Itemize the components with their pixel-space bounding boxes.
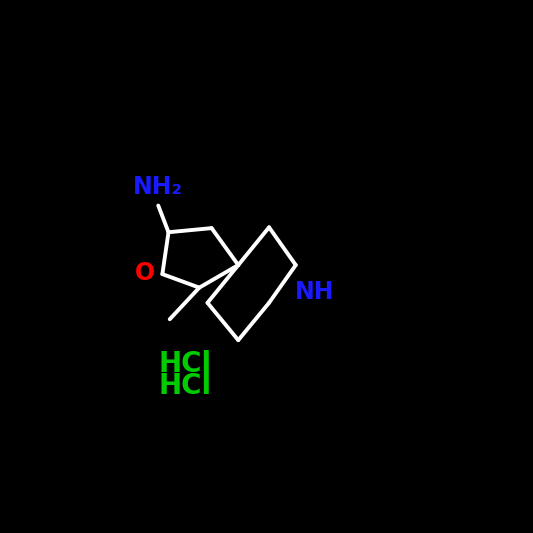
Text: HCl: HCl — [158, 350, 212, 377]
Text: HCl: HCl — [158, 372, 212, 400]
Text: NH₂: NH₂ — [133, 175, 182, 199]
Text: NH: NH — [294, 280, 334, 304]
Text: O: O — [135, 261, 155, 285]
